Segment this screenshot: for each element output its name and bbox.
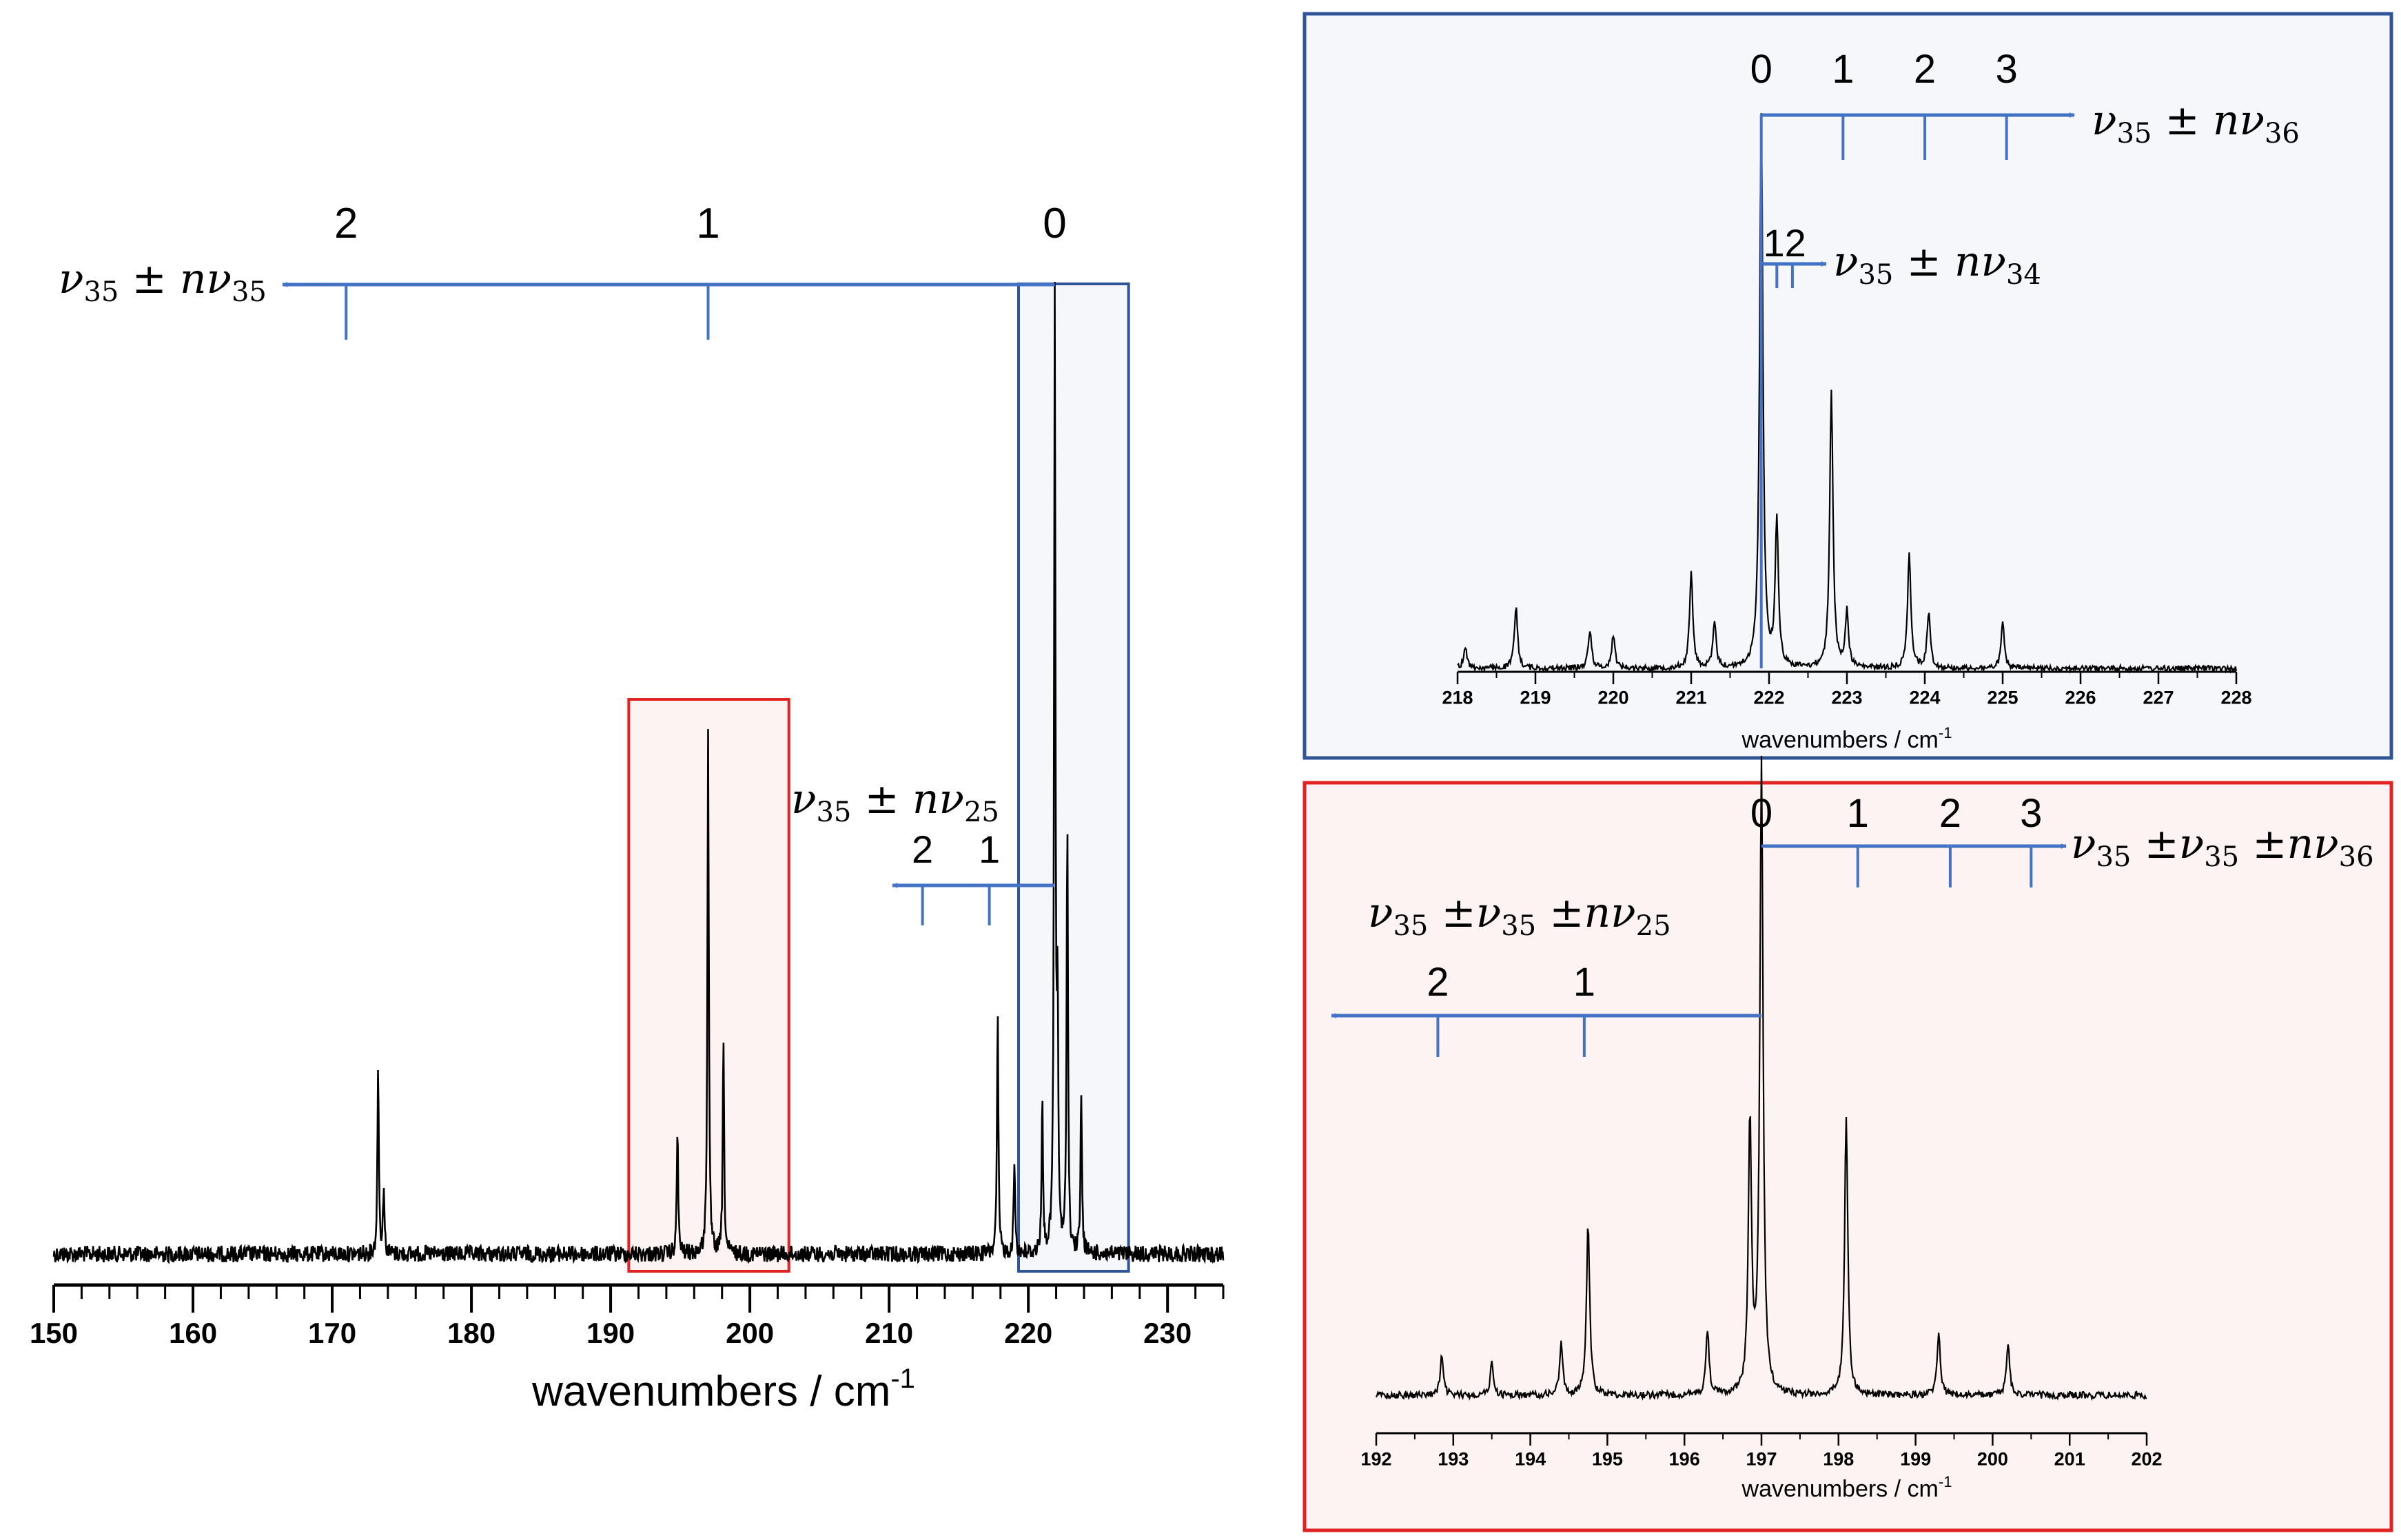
x-tick-label: 200 [726,1317,774,1349]
progression-number: 1 [979,828,1000,871]
x-axis-main: 150 160 170 180 190 200 210 220 230 [30,1283,1225,1349]
progression-number: 2 [1427,960,1449,1005]
progression-number: 2 [1939,791,1961,836]
progression-number: 1 [696,200,719,247]
spectrum-trace-main [52,282,1225,1264]
x-tick-label: 230 [1143,1317,1192,1349]
progression-number: 0 [1043,200,1066,247]
x-tick-label: 199 [1900,1448,1931,1469]
x-tick-label: 190 [586,1317,635,1349]
x-tick-label: 219 [1520,687,1551,708]
x-tick-label: 228 [2220,687,2251,708]
label-nu35-nu35: ν35 ± nν35 [59,255,267,308]
x-tick-label: 197 [1746,1448,1777,1469]
spectrum-trace-inset-blue [1457,113,2238,675]
progression-number: 2 [1914,47,1936,92]
x-tick-label: 220 [1597,687,1628,708]
x-tick-label: 210 [865,1317,913,1349]
x-tick-label: 223 [1831,687,1862,708]
x-axis-title-inset-blue: wavenumbers / cm-1 [1741,724,1952,753]
x-axis-inset-red: 192 193 194 195 196 197 198 199 200 201 202 [1360,1432,2163,1469]
x-tick-label: 227 [2143,687,2174,708]
x-tick-label: 221 [1675,687,1706,708]
progression-number: 3 [1996,47,2018,92]
x-tick-label: 193 [1438,1448,1469,1469]
x-tick-label: 170 [308,1317,356,1349]
progression-number: 12 [1763,221,1806,265]
label-nu35-nu35-nu25-red: ν35 ±ν35 ±nν25 [1368,889,1671,942]
x-tick-label: 225 [1987,687,2018,708]
progression-number: 1 [1832,47,1854,92]
x-axis-title-main: wavenumbers / cm-1 [531,1364,915,1415]
x-tick-label: 196 [1669,1448,1700,1469]
x-tick-label: 201 [2054,1448,2085,1469]
inset-red-frame [1302,781,2393,1532]
x-tick-label: 218 [1442,687,1473,708]
x-tick-label: 195 [1592,1448,1623,1469]
progression-number: 1 [1847,791,1869,836]
x-tick-label: 200 [1977,1448,2008,1469]
x-axis-title-inset-red: wavenumbers / cm-1 [1741,1473,1952,1502]
spectrum-trace-inset-red [1375,755,2147,1402]
label-nu35-nu25-main: ν35 ± nν25 [791,775,999,828]
x-tick-label: 226 [2065,687,2096,708]
x-tick-label: 194 [1515,1448,1546,1469]
x-tick-label: 150 [30,1317,78,1349]
x-tick-label: 192 [1360,1448,1391,1469]
x-tick-label: 180 [447,1317,495,1349]
x-tick-label: 198 [1823,1448,1854,1469]
x-axis-inset-blue: 218 219 220 221 222 223 224 225 226 227 228 [1442,670,2252,708]
progression-number: 1 [1573,960,1595,1005]
highlight-box-222 [1017,283,1130,1273]
x-tick-label: 220 [1004,1317,1052,1349]
x-tick-label: 160 [169,1317,217,1349]
x-tick-label: 202 [2131,1448,2162,1469]
x-tick-label: 222 [1753,687,1784,708]
progression-number: 0 [1750,47,1772,92]
progression-number: 3 [2020,791,2042,836]
x-tick-label: 224 [1909,687,1940,708]
progression-number: 2 [334,200,358,247]
progression-number: 2 [912,828,933,871]
progression-number: 0 [1750,791,1772,836]
